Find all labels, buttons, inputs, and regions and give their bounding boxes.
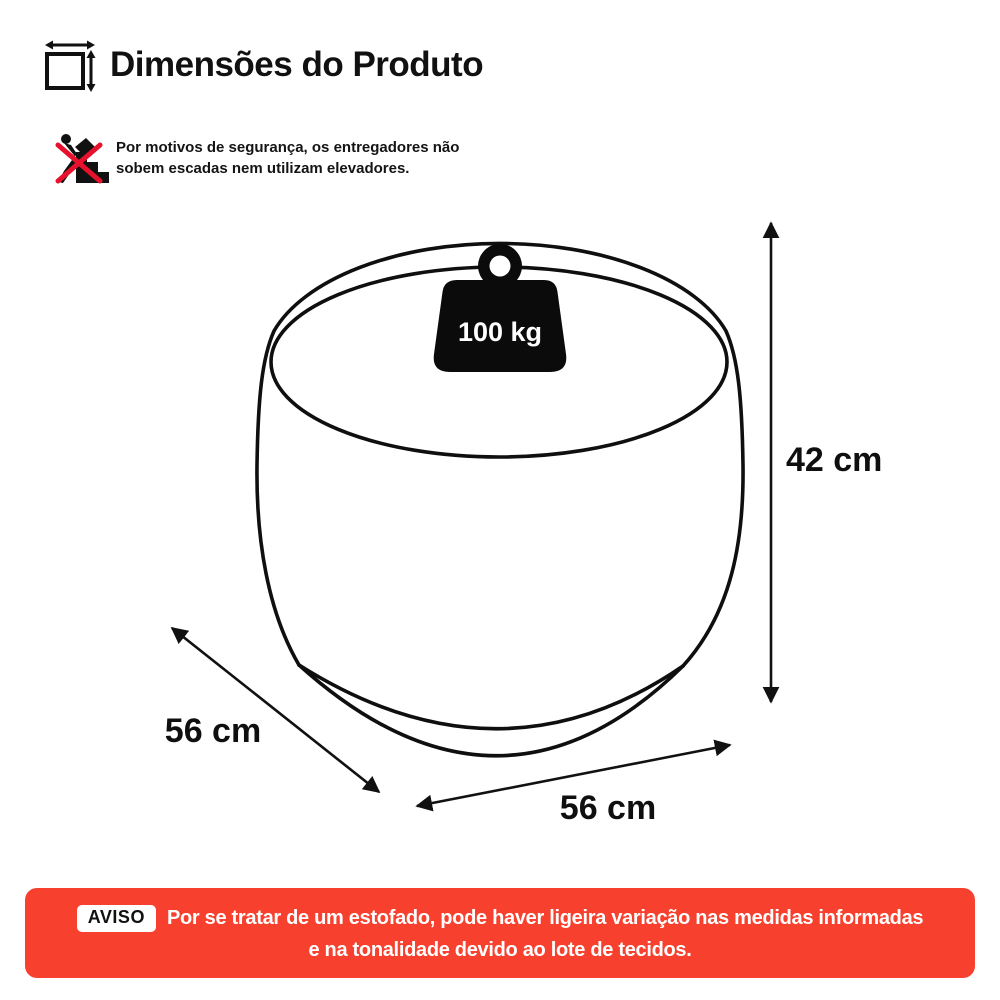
- page-title: Dimensões do Produto: [110, 44, 484, 84]
- warning-line1: Por se tratar de um estofado, pode haver…: [166, 907, 924, 930]
- no-stairs-no-elevator-icon: [55, 134, 109, 184]
- depth-dimension-label: 56 cm: [164, 712, 262, 750]
- pouf-body-outline: [255, 241, 745, 668]
- dimension-arrows: [170, 221, 780, 812]
- safety-notice-line2: sobem escadas nem utilizam elevadores.: [116, 160, 410, 177]
- header: Dimensões do Produto: [40, 36, 484, 92]
- max-weight-label: 100 kg: [458, 317, 542, 347]
- dimensions-icon: [45, 40, 96, 92]
- warning-line2: e na tonalidade devido ao lote de tecido…: [308, 938, 692, 961]
- safety-notice: Por motivos de segurança, os entregadore…: [54, 130, 459, 186]
- warning-banner: AVISO Por se tratar de um estofado, pode…: [25, 888, 975, 978]
- width-arrow: [415, 739, 732, 812]
- width-dimension-label: 56 cm: [559, 789, 657, 827]
- pouf-base-arc: [297, 663, 685, 758]
- warning-banner-row2: e na tonalidade devido ao lote de tecido…: [308, 939, 691, 961]
- pouf-bottom-arc: [297, 663, 685, 731]
- warning-banner-row1: AVISO Por se tratar de um estofado, pode…: [76, 905, 924, 932]
- max-weight-icon: 100 kg: [433, 244, 567, 372]
- height-dimension-label: 42 cm: [786, 441, 883, 479]
- safety-notice-line1: Por motivos de segurança, os entregadore…: [116, 139, 460, 156]
- warning-badge: AVISO: [76, 905, 156, 932]
- safety-notice-text: Por motivos de segurança, os entregadore…: [116, 137, 459, 179]
- depth-arrow: [170, 626, 381, 794]
